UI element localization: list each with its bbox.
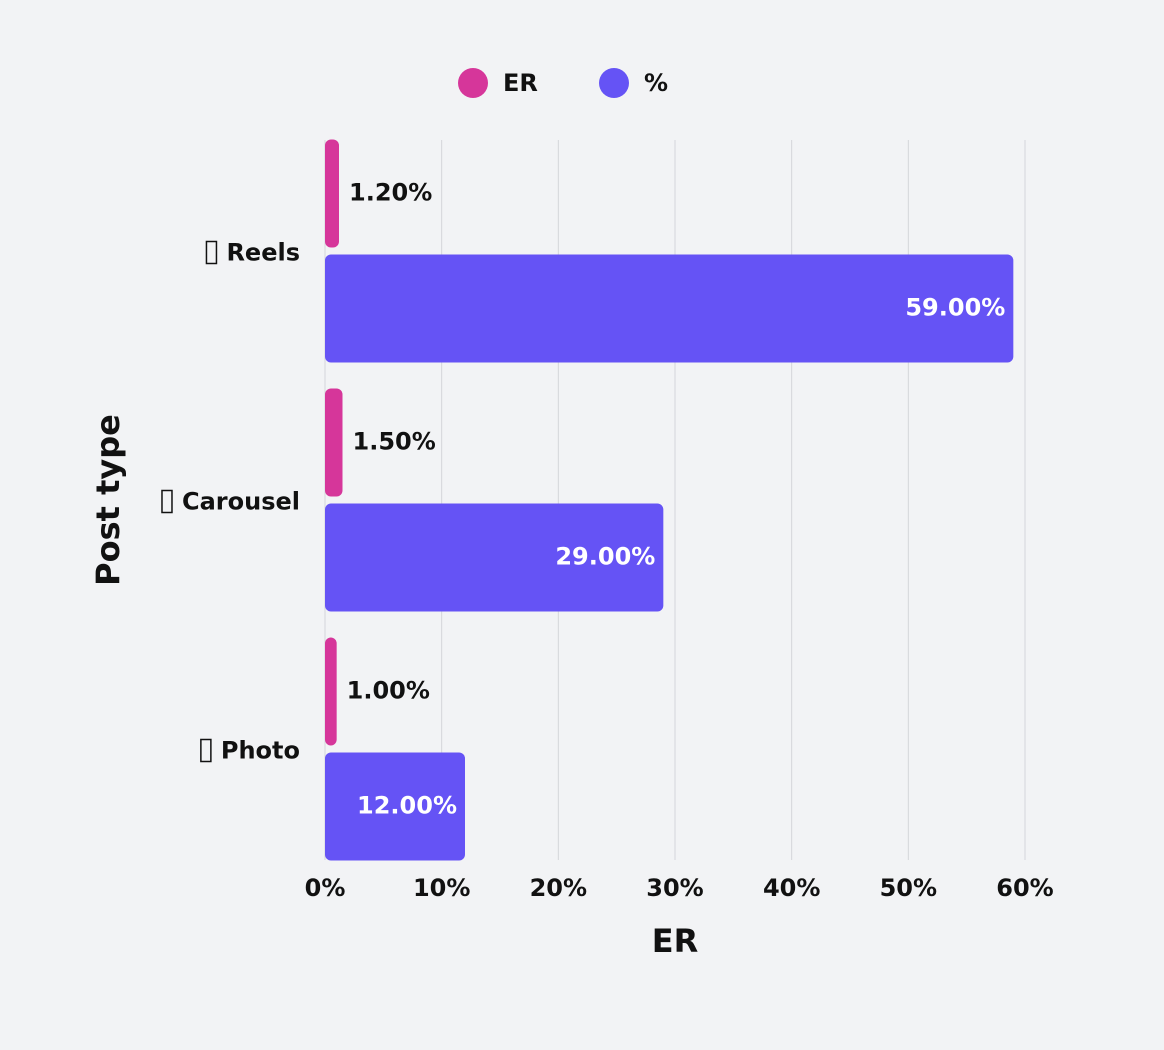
value-label: 1.20% xyxy=(349,179,432,207)
value-label: 1.50% xyxy=(353,428,436,456)
legend-swatch xyxy=(599,68,629,98)
x-tick-label: 0% xyxy=(305,874,346,902)
bar xyxy=(325,254,1014,363)
y-tick-label: Carousel xyxy=(182,488,300,516)
value-label: 29.00% xyxy=(555,543,655,571)
legend-label: ER xyxy=(503,69,538,97)
y-tick-label: Photo xyxy=(221,737,300,765)
value-label: 1.00% xyxy=(347,677,430,705)
category-icon xyxy=(161,489,173,514)
x-axis-title: ER xyxy=(652,922,699,960)
bar xyxy=(325,503,664,612)
category-icon xyxy=(200,738,212,763)
value-label: 59.00% xyxy=(905,294,1005,322)
x-tick-label: 10% xyxy=(413,874,470,902)
y-tick-label: Reels xyxy=(226,239,300,267)
x-tick-label: 60% xyxy=(996,874,1053,902)
x-tick-label: 40% xyxy=(763,874,820,902)
bar xyxy=(325,637,337,746)
category-icon xyxy=(205,240,218,265)
value-label: 12.00% xyxy=(357,792,457,820)
x-tick-label: 20% xyxy=(530,874,587,902)
x-tick-label: 30% xyxy=(646,874,703,902)
legend-label: % xyxy=(644,69,668,97)
legend-swatch xyxy=(458,68,488,98)
bar xyxy=(325,388,343,497)
x-tick-label: 50% xyxy=(880,874,937,902)
y-axis-title: Post type xyxy=(89,414,127,586)
bar xyxy=(325,752,465,861)
bar xyxy=(325,139,339,248)
